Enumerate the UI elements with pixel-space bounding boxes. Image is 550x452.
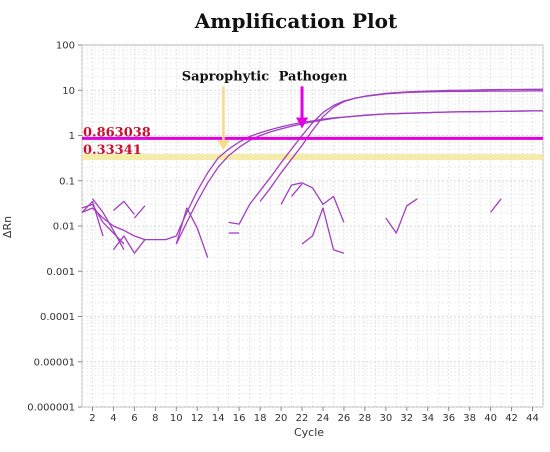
y-tick-label: 100	[56, 41, 75, 52]
series-line	[112, 200, 135, 215]
y-tick-label: 0.00001	[34, 357, 75, 368]
x-tick-label: 28	[359, 413, 372, 424]
series-line	[301, 207, 335, 250]
series-line	[490, 198, 502, 213]
x-tick-label: 18	[254, 413, 267, 424]
y-tick-label: 10	[62, 86, 75, 97]
series-line	[291, 183, 303, 197]
y-axis-label: ΔRn	[1, 216, 14, 238]
saprophytic-arrow-head	[217, 140, 230, 151]
series-line	[133, 205, 146, 219]
gridlines	[81, 45, 544, 408]
threshold-band	[82, 154, 543, 161]
x-tick-label: 4	[110, 413, 116, 424]
series-line	[175, 207, 209, 258]
x-tick-label: 22	[296, 413, 309, 424]
series-line	[228, 204, 251, 225]
x-tick-label: 14	[212, 413, 225, 424]
series-line	[175, 110, 543, 245]
threshold-bands	[82, 154, 543, 161]
x-tick-label: 34	[421, 413, 434, 424]
x-tick-label: 44	[526, 413, 539, 424]
x-tick-label: 16	[233, 413, 246, 424]
x-tick-label: 26	[338, 413, 351, 424]
series-line	[259, 88, 543, 202]
y-tick-label: 0.01	[53, 222, 75, 233]
threshold-labels: 0.863038 0.33341	[83, 125, 151, 158]
x-tick-label: 32	[400, 413, 413, 424]
x-axis-ticks: 2 4 6 8 10 12 14 16 18 20 22 24 26 28 30 32 34 36 38 40 42 44	[89, 407, 539, 424]
pathogen-arrow-head	[296, 117, 309, 129]
x-tick-label: 42	[505, 413, 518, 424]
x-tick-label: 12	[191, 413, 204, 424]
y-tick-label: 1	[69, 131, 75, 142]
pathogen-label: Pathogen	[279, 69, 348, 84]
x-tick-label: 30	[379, 413, 392, 424]
x-tick-label: 38	[463, 413, 476, 424]
series-line	[112, 235, 146, 254]
y-tick-label: 0.1	[59, 176, 75, 187]
x-tick-label: 36	[442, 413, 455, 424]
series-line	[280, 182, 345, 223]
x-tick-label: 20	[275, 413, 288, 424]
x-tick-label: 24	[317, 413, 330, 424]
threshold-label: 0.33341	[83, 143, 142, 158]
y-axis-ticks: 0.000001 0.00001 0.0001 0.001 0.01 0.1 1 10 100	[27, 41, 82, 414]
x-tick-label: 10	[170, 413, 183, 424]
y-tick-label: 0.000001	[27, 403, 75, 414]
saprophytic-label: Saprophytic	[182, 69, 269, 84]
x-tick-label: 6	[131, 413, 137, 424]
chart-title: Amplification Plot	[194, 9, 398, 33]
x-tick-label: 2	[89, 413, 95, 424]
series-line	[333, 249, 345, 254]
y-tick-label: 0.001	[46, 267, 75, 278]
x-tick-label: 8	[152, 413, 158, 424]
annotations: Saprophytic Pathogen	[182, 69, 348, 151]
x-axis-label: Cycle	[294, 426, 324, 439]
series-line	[81, 200, 104, 237]
y-tick-label: 0.0001	[40, 312, 75, 323]
threshold-label: 0.863038	[83, 125, 151, 140]
series-line	[385, 198, 418, 234]
x-tick-label: 40	[484, 413, 497, 424]
series-group	[81, 88, 543, 258]
